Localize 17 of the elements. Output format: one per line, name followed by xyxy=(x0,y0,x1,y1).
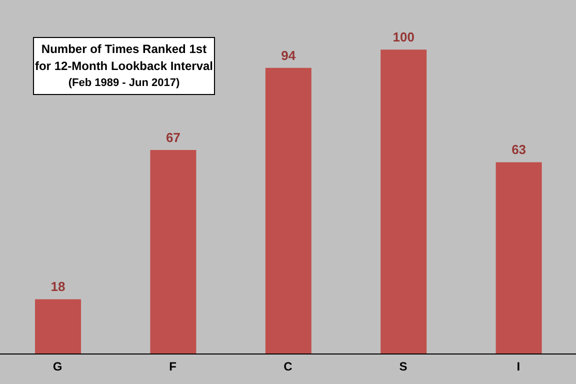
data-label: 63 xyxy=(512,142,526,158)
data-label: 67 xyxy=(166,130,180,146)
bar xyxy=(35,299,81,354)
data-label: 18 xyxy=(50,279,66,294)
x-tick-label: I xyxy=(516,360,520,374)
data-label: 94 xyxy=(281,48,296,63)
text: (Feb 1989 - Jun 2017) xyxy=(67,76,181,91)
x-tick-label: F xyxy=(169,360,176,374)
bar xyxy=(265,68,312,354)
data-label: 100 xyxy=(392,30,414,45)
bar xyxy=(496,162,542,354)
bar xyxy=(150,150,196,354)
x-tick-label: S xyxy=(399,360,408,374)
chart-title: Number of Times Ranked 1st for 12-Month Lookback Interval xyxy=(34,41,214,75)
x-tick-label: G xyxy=(52,360,62,374)
bar xyxy=(380,50,427,354)
x-tick-label: C xyxy=(284,360,293,374)
